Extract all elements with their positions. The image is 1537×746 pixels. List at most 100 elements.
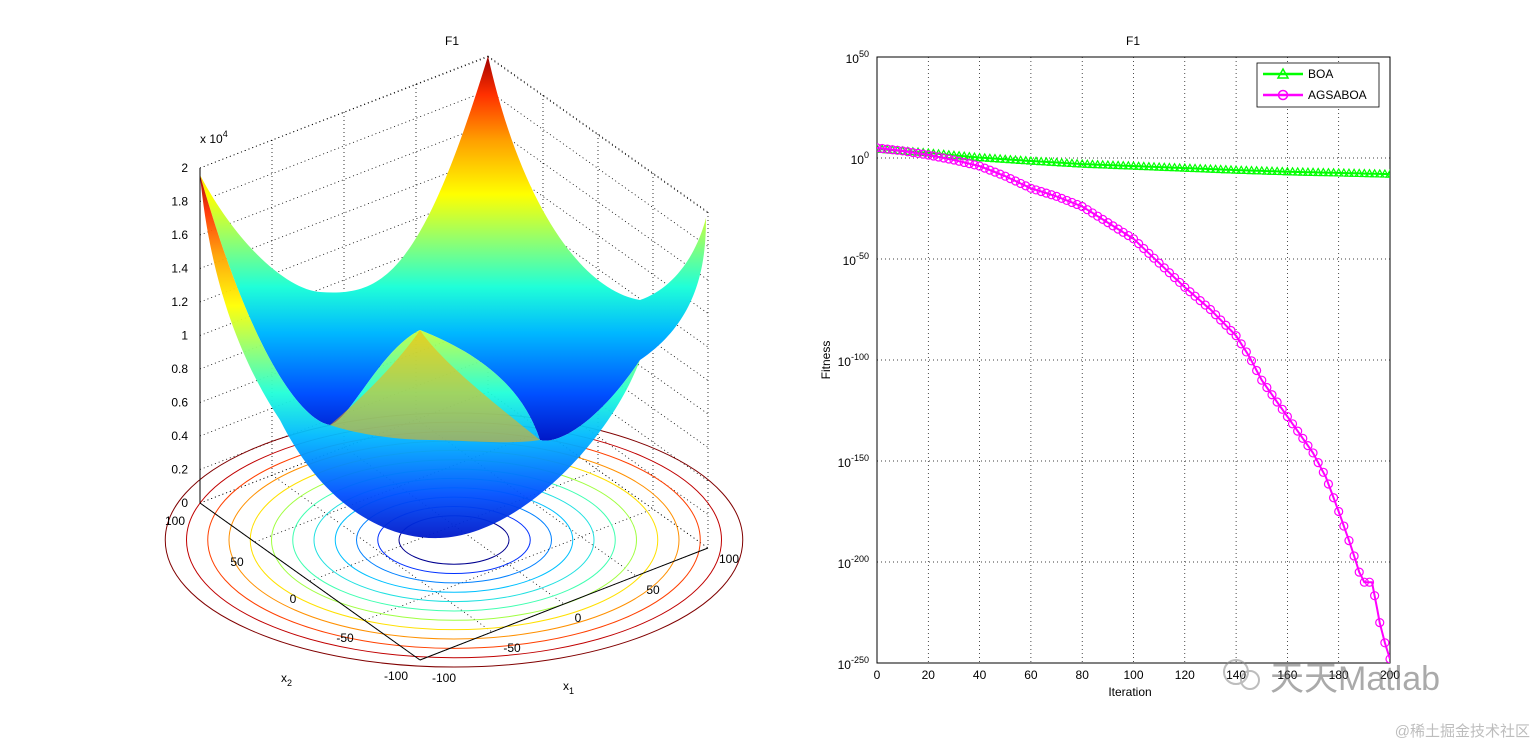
agsaboa-marker: [959, 157, 969, 168]
agsaboa-marker: [1354, 567, 1364, 577]
agsaboa-marker: [1021, 181, 1031, 191]
agsaboa-marker: [1123, 230, 1133, 241]
z-exponent: x 104: [200, 129, 228, 146]
agsaboa-marker: [1318, 467, 1328, 477]
agsaboa-marker: [1210, 310, 1221, 320]
agsaboa-marker: [1026, 183, 1036, 193]
boa-marker: [995, 153, 1006, 163]
agsaboa-marker: [1277, 404, 1287, 414]
agsaboa-marker: [1067, 197, 1077, 208]
agsaboa-marker: [1380, 638, 1390, 648]
boa-marker: [1256, 165, 1267, 175]
x1-tick-label: 50: [646, 583, 660, 597]
agsaboa-marker: [1077, 201, 1087, 212]
boa-marker: [1128, 160, 1139, 170]
z-tick-label: 0.8: [171, 362, 188, 376]
x-tick-label: 100: [1123, 668, 1143, 682]
x1-axis: -100 -50 0 50 100 x1: [419, 547, 739, 696]
inner-peak: [330, 330, 540, 443]
boa-marker: [1164, 162, 1175, 172]
agsaboa-marker: [1303, 441, 1313, 451]
x-axis-label: Iteration: [1108, 685, 1151, 699]
y-tick-label: 10-50: [843, 251, 869, 268]
agsaboa-marker: [1334, 506, 1344, 517]
y-ticks: 1050 100 10-50 10-100 10-150 10-200 10-250: [838, 49, 869, 672]
y-tick-label: 10-250: [838, 655, 869, 672]
z-tick-label: 1.4: [171, 262, 188, 276]
legend-circle-marker: [1277, 89, 1289, 101]
agsaboa-marker: [1298, 433, 1308, 443]
agsaboa-marker: [1108, 221, 1118, 231]
boa-marker: [1138, 161, 1149, 171]
y-tick-label: 10-150: [838, 453, 869, 470]
agsaboa-marker: [1359, 577, 1369, 587]
watermark: 天天Matlab @稀土掘金技术社区: [1223, 659, 1530, 740]
boa-marker: [1077, 158, 1088, 168]
y-tick-label: 10-200: [838, 554, 869, 571]
x1-tick-label: 0: [575, 611, 582, 625]
surface-title: F1: [445, 34, 459, 48]
boa-marker: [1364, 168, 1375, 178]
agsaboa-marker: [1046, 190, 1057, 200]
boa-marker: [1292, 166, 1303, 176]
boa-marker: [1015, 155, 1026, 164]
sphere-surface: [200, 56, 706, 441]
boa-marker: [1190, 163, 1201, 173]
boa-marker: [1369, 168, 1380, 178]
agsaboa-marker: [1231, 331, 1241, 341]
agsaboa-marker: [949, 155, 959, 165]
agsaboa-marker: [918, 149, 928, 159]
agsaboa-marker: [1134, 239, 1144, 249]
boa-marker: [1051, 157, 1062, 167]
y-tick-label: 1050: [846, 49, 869, 66]
boa-marker: [1313, 167, 1324, 177]
agsaboa-marker: [1226, 325, 1236, 336]
agsaboa-marker: [1103, 218, 1113, 228]
boa-marker: [1302, 167, 1313, 176]
x1-tick-label: -50: [503, 641, 521, 655]
x2-axis-label: x2: [281, 671, 292, 688]
agsaboa-marker: [887, 145, 897, 155]
agsaboa-marker: [1000, 171, 1010, 181]
agsaboa-marker: [882, 144, 892, 154]
agsaboa-marker: [1169, 272, 1180, 283]
boa-marker: [1379, 168, 1390, 178]
boa-marker: [1277, 166, 1288, 176]
convergence-title: F1: [1126, 34, 1140, 48]
z-tick-label: 0.2: [171, 463, 188, 477]
agsaboa-marker: [913, 148, 923, 158]
boa-marker: [1072, 158, 1083, 168]
x2-tick-label: -100: [384, 669, 408, 683]
boa-marker: [1236, 165, 1247, 174]
boa-marker: [1154, 161, 1165, 171]
boa-marker: [1143, 161, 1154, 171]
boa-marker: [1251, 165, 1262, 175]
agsaboa-marker: [995, 169, 1005, 179]
x2-tick-label: 100: [165, 514, 185, 528]
boa-marker: [1333, 167, 1344, 177]
x-tick-label: 180: [1329, 668, 1349, 682]
boa-marker: [1066, 158, 1077, 168]
legend-box: [1256, 62, 1380, 108]
agsaboa-marker: [985, 165, 995, 175]
agsaboa-marker: [1031, 185, 1041, 195]
x2-axis: 100 50 0 -50 -100 x2: [165, 502, 421, 688]
agsaboa-marker: [877, 143, 882, 153]
boa-marker: [1148, 161, 1160, 171]
agsaboa-marker: [1087, 208, 1098, 218]
agsaboa-marker: [964, 159, 974, 169]
boa-marker: [1297, 166, 1308, 176]
legend-triangle-marker: [1276, 67, 1290, 79]
agsaboa-marker: [903, 147, 913, 157]
boa-marker: [1046, 157, 1057, 166]
y-tick-label: 100: [851, 150, 869, 167]
z-tick-label: 1: [181, 329, 188, 343]
agsaboa-marker: [892, 145, 903, 155]
agsaboa-marker: [1308, 448, 1318, 458]
boa-marker: [1061, 157, 1072, 167]
agsaboa-marker: [1339, 521, 1349, 531]
x1-axis-label: x1: [563, 679, 574, 696]
boa-marker: [1241, 165, 1252, 175]
boa-marker: [1215, 164, 1226, 174]
agsaboa-marker: [1216, 315, 1226, 325]
